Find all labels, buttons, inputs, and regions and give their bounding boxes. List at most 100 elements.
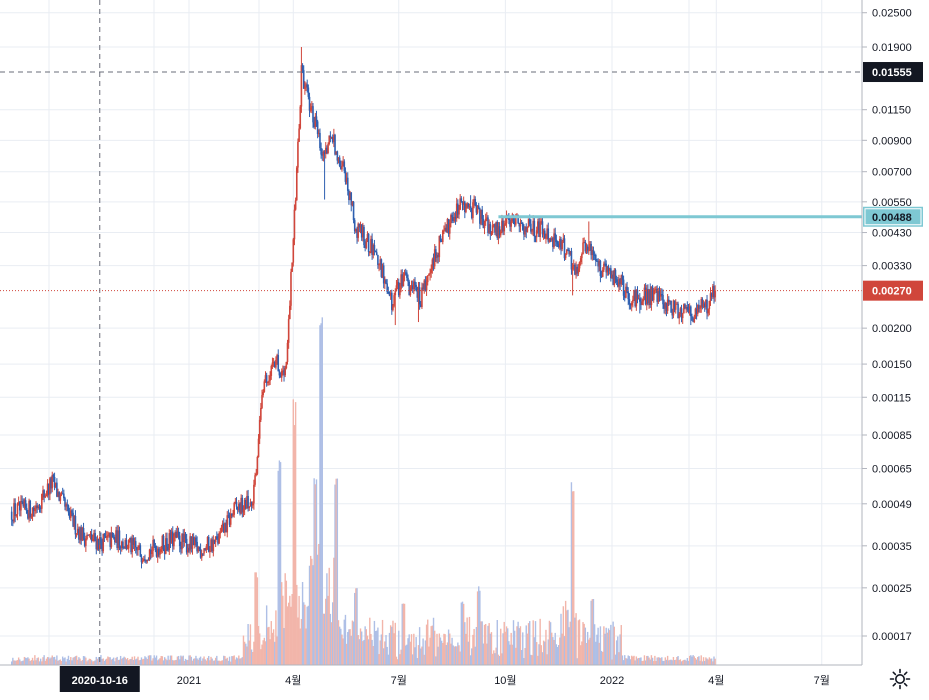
volume-bar (345, 643, 348, 665)
volume-bar (644, 660, 647, 665)
candle-body (136, 547, 138, 551)
candle-body (238, 503, 240, 511)
candle-body (330, 137, 333, 139)
candle-body (331, 137, 334, 143)
price-tick-label: 0.00330 (872, 261, 912, 273)
candle-body (457, 203, 459, 215)
candle-body (107, 534, 109, 537)
volume-bar (41, 661, 43, 665)
volume-bar (382, 648, 385, 665)
volume-bar (500, 628, 502, 665)
volume-bar (155, 655, 158, 665)
volume-bar (650, 655, 653, 665)
candle-body (176, 531, 179, 538)
candle-body (353, 220, 356, 232)
candle-body (17, 502, 20, 504)
candle-body (431, 259, 434, 270)
volume-bar (14, 660, 16, 665)
candle-body (677, 303, 679, 319)
candle-body (317, 132, 320, 135)
volume-bar (323, 613, 326, 665)
candle-body (58, 492, 61, 501)
candle-body (88, 534, 91, 536)
price-tick-label: 0.00115 (872, 392, 911, 404)
time-tick-label: 7월 (814, 674, 830, 687)
volume-bar (265, 605, 268, 665)
candle-body (207, 536, 210, 552)
price-tick-label: 0.00200 (872, 323, 912, 335)
candle-body (35, 505, 37, 510)
chart-overlay (0, 0, 862, 665)
volume-bar (21, 660, 23, 665)
candle-body (374, 250, 377, 253)
candle-body (574, 264, 576, 275)
candle-body (534, 236, 537, 238)
volume-bar (261, 644, 263, 665)
chart-grid (0, 0, 862, 665)
candle-body (416, 287, 419, 298)
volume-bar (574, 617, 576, 665)
candle-body (82, 528, 85, 539)
candle-body (480, 209, 482, 224)
candle-body (601, 269, 604, 277)
volume-bar (713, 656, 715, 665)
candle-body (233, 503, 235, 515)
volume-bar (642, 660, 644, 665)
volume-bar (175, 659, 177, 665)
volume-bar (700, 655, 702, 665)
candle-body (377, 254, 379, 265)
candle-body (115, 530, 117, 543)
horizontal-line-price-label (863, 206, 923, 227)
volume-bar (413, 633, 415, 665)
candle-body (65, 504, 67, 507)
volume-bar (249, 624, 252, 665)
candle-body (589, 243, 591, 251)
candle-body (615, 279, 618, 283)
candle-body (476, 205, 479, 213)
volume-bar (174, 660, 176, 665)
candle-body (410, 285, 413, 288)
volume-bar (49, 658, 51, 665)
candle-body (626, 286, 628, 292)
candle-body (477, 205, 480, 209)
candle-body (591, 249, 594, 256)
volume-bar (78, 657, 80, 665)
candle-body (15, 514, 18, 516)
volume-bar (530, 654, 532, 665)
volume-bar (160, 655, 162, 665)
volume-bar (285, 580, 288, 665)
candle-body (489, 224, 492, 235)
candle-body (414, 281, 416, 285)
candle-body (549, 239, 552, 241)
volume-bar (308, 565, 311, 665)
candle-body (34, 509, 36, 512)
volume-bar (373, 620, 376, 665)
volume-bar (169, 655, 172, 665)
volume-bar (687, 660, 690, 665)
candle-body (531, 230, 533, 232)
volume-bar (17, 657, 20, 665)
volume-bar (418, 627, 421, 665)
volume-bar (278, 460, 281, 665)
price-tick-label: 0.02500 (872, 8, 912, 20)
volume-bar (464, 622, 466, 665)
volume-bar (385, 635, 387, 665)
volume-bar (606, 632, 609, 665)
volume-bar (510, 632, 512, 665)
time-axis[interactable]: 2021 4월 7월 10월 2022 4월 7월 (177, 674, 830, 687)
candle-body (664, 302, 667, 309)
volume-bar (147, 655, 150, 665)
candle-body (74, 516, 77, 535)
volume-bar (153, 655, 155, 665)
price-axis[interactable]: 0.02500 0.01900 0.01150 0.00900 0.00700 0.005… (862, 8, 912, 643)
candle-body (518, 223, 521, 227)
settings-gear-icon[interactable] (887, 666, 913, 692)
candle-body (72, 512, 74, 527)
volume-bar (387, 654, 390, 665)
volume-bar (493, 650, 495, 665)
volume-bar (614, 654, 617, 665)
volume-bar (563, 636, 566, 665)
candle-body (220, 527, 223, 533)
volume-bar (232, 656, 234, 665)
